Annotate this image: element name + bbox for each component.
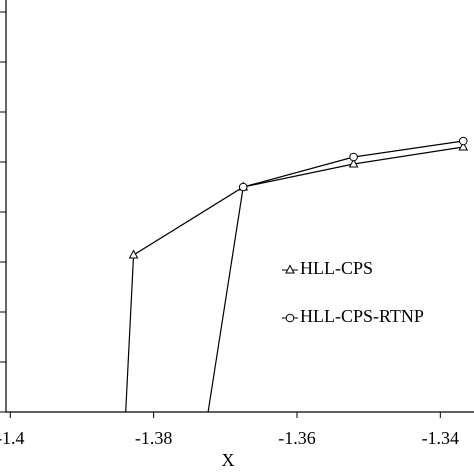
data-point: [128, 249, 139, 259]
data-point: [458, 136, 468, 146]
series-line: [125, 146, 464, 413]
data-point: [238, 182, 248, 192]
x-tick-label: -1.38: [135, 428, 173, 448]
legend-label: HLL-CPS: [300, 258, 373, 278]
legend-marker: [285, 313, 295, 323]
legend-label: HLL-CPS-RTNP: [300, 306, 424, 326]
data-point: [458, 141, 469, 151]
x-tick-label: -1.34: [422, 428, 460, 448]
x-tick-label: -1.4: [0, 428, 25, 448]
data-point: [348, 158, 359, 168]
x-tick-label: -1.36: [278, 428, 316, 448]
legend-marker: [285, 264, 295, 274]
series-line: [207, 140, 464, 413]
data-point: [349, 152, 358, 162]
x-axis-label: X: [222, 450, 235, 470]
